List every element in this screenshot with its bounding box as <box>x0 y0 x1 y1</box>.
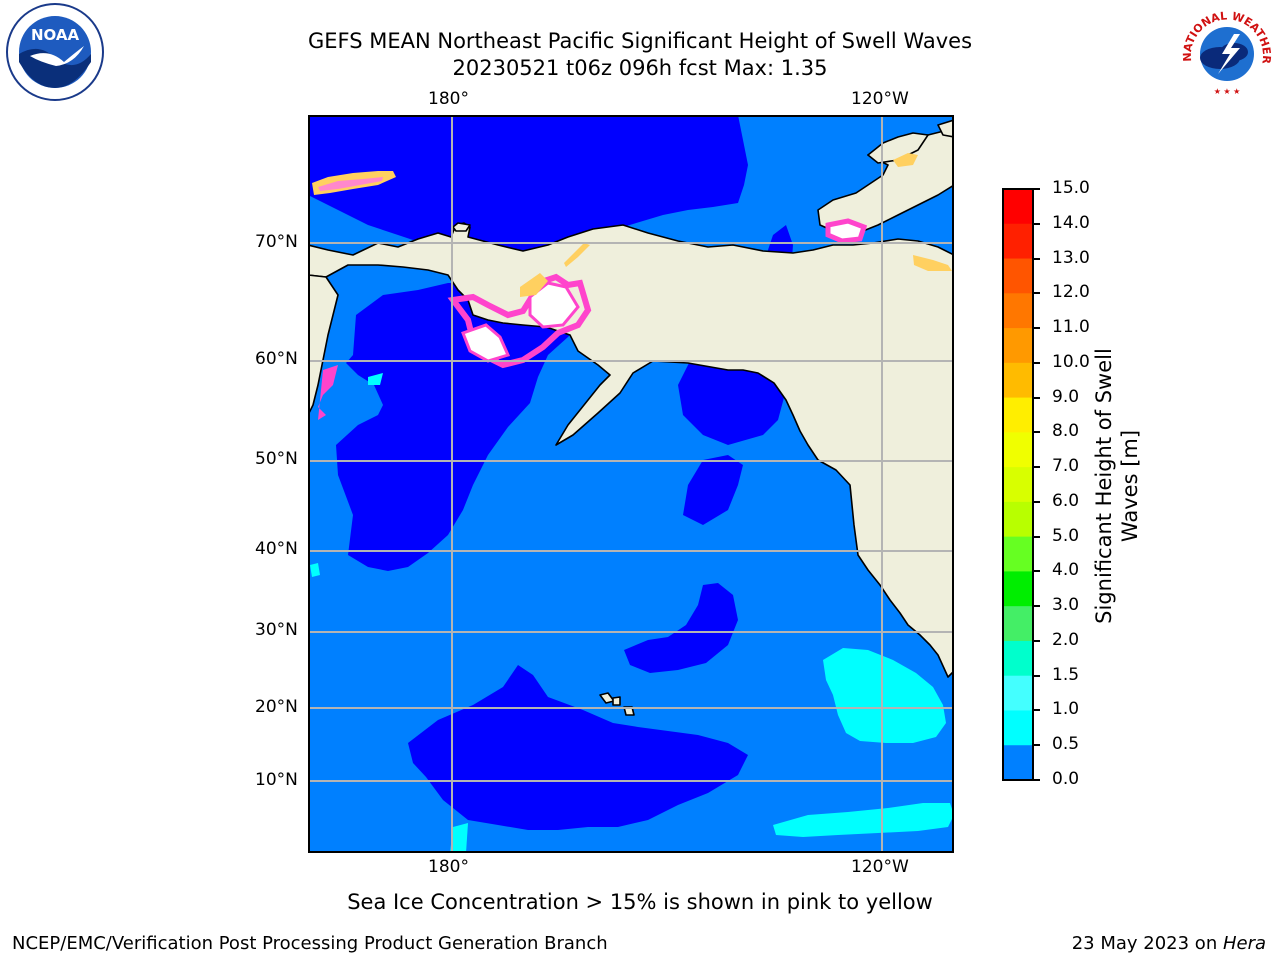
colorbar-tick-label: 0.5 <box>1052 734 1080 755</box>
colorbar-segment <box>1003 640 1033 677</box>
colorbar-segment <box>1003 710 1033 746</box>
colorbar-tick-mark <box>1034 431 1040 434</box>
colorbar-tick-mark <box>1034 396 1040 399</box>
colorbar-tick-mark <box>1034 257 1040 260</box>
colorbar-tick-label: 14.0 <box>1052 212 1090 233</box>
colorbar-tick-label: 1.5 <box>1052 664 1080 685</box>
nws-logo: NATIONAL WEATHER SERVICE ★ ★ ★ <box>1176 2 1273 96</box>
colorbar-tick-label: 9.0 <box>1052 386 1080 407</box>
lon-label-top-180: 180° <box>428 89 469 109</box>
footer-machine: Hera <box>1222 933 1266 954</box>
colorbar-segment <box>1003 258 1033 294</box>
footer-right: 23 May 2023 on Hera <box>1072 933 1266 954</box>
map-border <box>308 115 954 853</box>
colorbar-tick-label: 11.0 <box>1052 317 1090 338</box>
colorbar-tick-mark <box>1034 605 1040 608</box>
svg-text:★ ★ ★: ★ ★ ★ <box>1214 87 1241 96</box>
footer-left: NCEP/EMC/Verification Post Processing Pr… <box>12 933 608 954</box>
colorbar-tick-mark <box>1034 709 1040 712</box>
colorbar-tick-label: 13.0 <box>1052 247 1090 268</box>
colorbar-tick-mark <box>1034 327 1040 330</box>
colorbar-tick-mark <box>1034 500 1040 503</box>
lat-label-60n: 60°N <box>255 349 298 369</box>
colorbar-segment <box>1003 397 1033 433</box>
colorbar-tick-mark <box>1034 292 1040 295</box>
colorbar-segment <box>1003 328 1033 364</box>
colorbar-segment <box>1003 293 1033 329</box>
colorbar-segment <box>1003 467 1033 503</box>
lon-label-bottom-120w: 120°W <box>851 857 909 877</box>
colorbar-tick-mark <box>1034 570 1040 573</box>
map-panel <box>308 115 954 853</box>
colorbar-tick-mark <box>1034 744 1040 747</box>
footer-date: 23 May 2023 on <box>1071 933 1223 954</box>
colorbar-tick-label: 15.0 <box>1052 178 1090 198</box>
chart-title-line1: GEFS MEAN Northeast Pacific Significant … <box>307 29 973 53</box>
lat-label-30n: 30°N <box>255 620 298 640</box>
lat-label-20n: 20°N <box>255 697 298 717</box>
chart-title-line2: 20230521 t06z 096h fcst Max: 1.35 <box>452 56 828 80</box>
lon-label-top-120w: 120°W <box>851 89 909 109</box>
colorbar-segment <box>1003 571 1033 607</box>
colorbar-tick-label: 4.0 <box>1052 560 1080 581</box>
colorbar-label-line1: Significant Height of Swell <box>1092 348 1116 624</box>
colorbar-tick-label: 2.0 <box>1052 629 1080 650</box>
colorbar-label: Significant Height of Swell Waves [m] <box>1091 306 1143 666</box>
colorbar-border <box>1002 188 1034 781</box>
lat-label-50n: 50°N <box>255 449 298 469</box>
colorbar-segment <box>1003 432 1033 468</box>
colorbar-tick-label: 3.0 <box>1052 595 1080 616</box>
colorbar-segment <box>1003 362 1033 399</box>
colorbar-segment <box>1003 675 1033 711</box>
cyan-swell-regions <box>310 373 954 853</box>
sea-ice <box>312 153 952 420</box>
colorbar-segment <box>1003 223 1033 260</box>
colorbar-label-line2: Waves [m] <box>1118 429 1142 543</box>
colorbar-tick-mark <box>1034 222 1040 225</box>
colorbar <box>1002 188 1034 781</box>
colorbar-tick-mark <box>1034 674 1040 677</box>
colorbar-tick-mark <box>1034 639 1040 642</box>
lon-label-bottom-180: 180° <box>428 857 469 877</box>
colorbar-segment <box>1003 501 1033 538</box>
colorbar-tick-label: 12.0 <box>1052 282 1090 303</box>
colorbar-tick-label: 10.0 <box>1052 351 1090 372</box>
colorbar-tick-mark <box>1034 466 1040 469</box>
colorbar-tick-label: 6.0 <box>1052 490 1080 511</box>
colorbar-segment <box>1003 745 1033 781</box>
sea-ice-note: Sea Ice Concentration > 15% is shown in … <box>347 890 933 914</box>
colorbar-tick-label: 7.0 <box>1052 456 1080 477</box>
colorbar-segment <box>1003 536 1033 572</box>
lat-label-40n: 40°N <box>255 539 298 559</box>
gridlines <box>308 115 954 853</box>
noaa-logo: NOAA <box>6 3 104 101</box>
lat-label-70n: 70°N <box>255 232 298 252</box>
colorbar-tick-label: 8.0 <box>1052 421 1080 442</box>
noaa-logo-text: NOAA <box>31 26 80 44</box>
colorbar-segment <box>1003 606 1033 642</box>
colorbar-tick-mark <box>1034 188 1040 190</box>
colorbar-tick-label: 1.0 <box>1052 699 1080 720</box>
colorbar-segment <box>1003 189 1033 225</box>
colorbar-tick-label: 5.0 <box>1052 525 1080 546</box>
colorbar-tick-mark <box>1034 361 1040 364</box>
colorbar-tick-label: 0.0 <box>1052 769 1080 789</box>
colorbar-tick-mark <box>1034 779 1040 781</box>
colorbar-tick-mark <box>1034 535 1040 538</box>
lat-label-10n: 10°N <box>255 770 298 790</box>
